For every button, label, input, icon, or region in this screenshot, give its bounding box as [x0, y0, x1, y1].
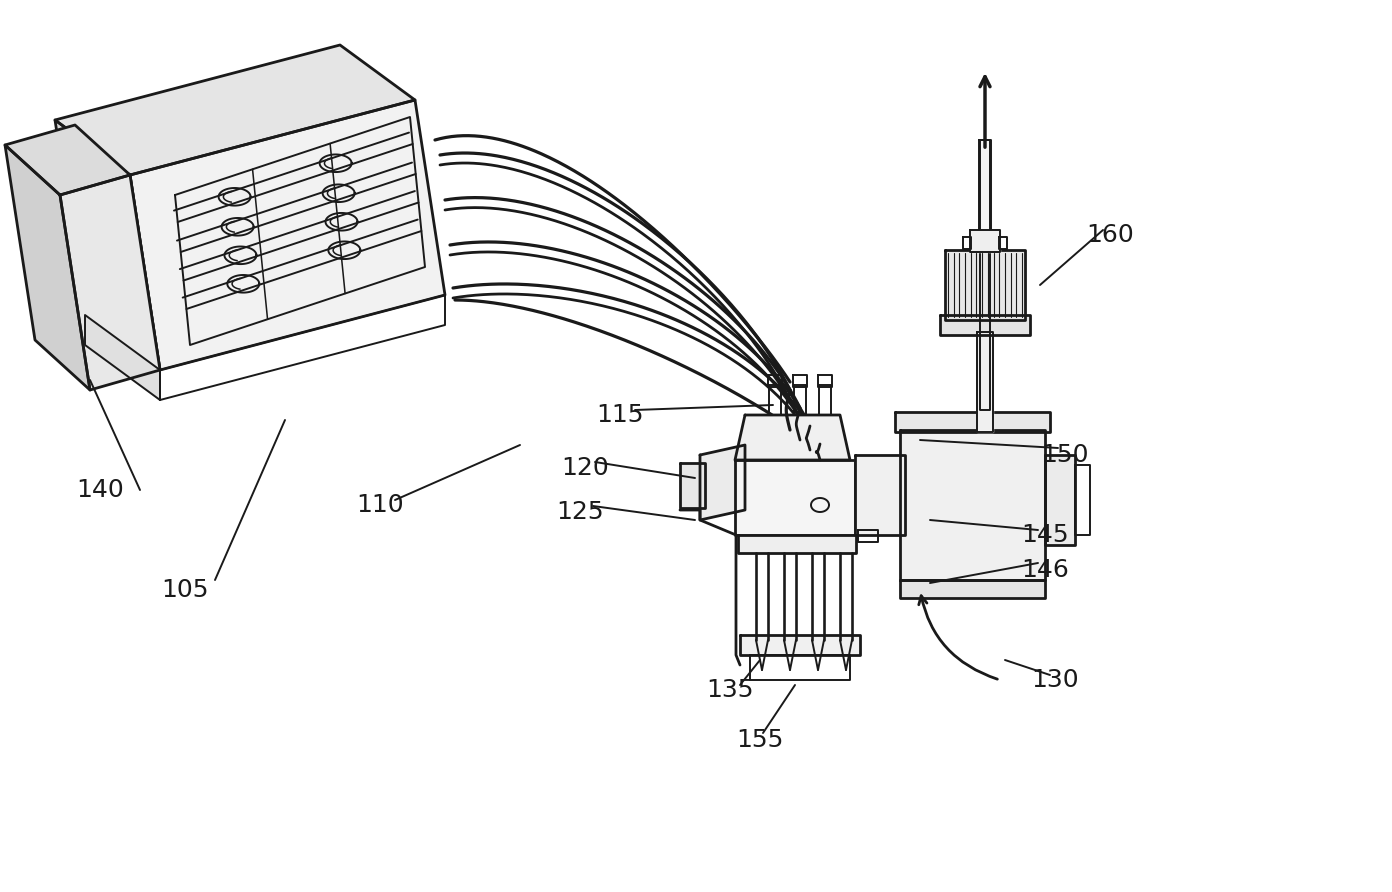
Polygon shape [940, 315, 1030, 335]
Polygon shape [901, 430, 1045, 580]
Polygon shape [56, 120, 160, 370]
Polygon shape [980, 140, 990, 410]
Polygon shape [738, 535, 856, 553]
Polygon shape [6, 125, 129, 195]
Text: 120: 120 [561, 456, 608, 480]
Polygon shape [741, 635, 860, 655]
Text: 155: 155 [736, 728, 784, 752]
Text: 145: 145 [1022, 523, 1069, 547]
Text: 140: 140 [77, 478, 124, 502]
Polygon shape [681, 463, 704, 508]
Polygon shape [735, 460, 855, 535]
Text: 125: 125 [557, 500, 604, 524]
Polygon shape [895, 412, 1050, 432]
Polygon shape [85, 315, 160, 400]
Polygon shape [855, 455, 905, 535]
Text: 130: 130 [1031, 668, 1079, 692]
Polygon shape [855, 465, 901, 505]
Polygon shape [700, 445, 745, 520]
Polygon shape [977, 332, 992, 432]
Polygon shape [945, 250, 1025, 320]
Polygon shape [901, 580, 1045, 598]
Text: 105: 105 [161, 578, 209, 602]
Polygon shape [735, 415, 851, 460]
Text: 146: 146 [1022, 558, 1069, 582]
Text: 110: 110 [356, 493, 404, 517]
Polygon shape [60, 175, 160, 390]
Polygon shape [56, 45, 415, 175]
Polygon shape [1045, 455, 1075, 545]
Text: 150: 150 [1041, 443, 1089, 467]
Polygon shape [979, 140, 991, 240]
Text: 135: 135 [706, 678, 753, 702]
Polygon shape [970, 230, 999, 252]
Polygon shape [6, 145, 90, 390]
Text: 160: 160 [1086, 223, 1134, 247]
Polygon shape [129, 100, 445, 370]
Text: 115: 115 [596, 403, 643, 427]
